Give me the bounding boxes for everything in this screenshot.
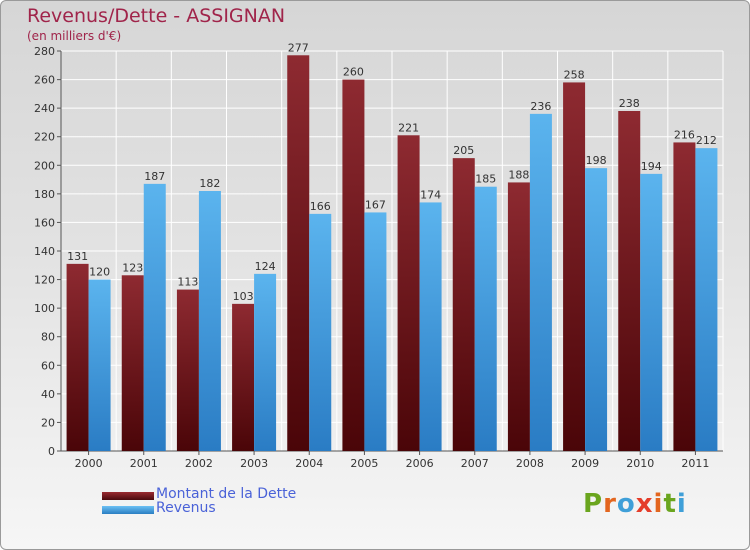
y-tick-label: 120 — [34, 274, 55, 287]
y-tick-label: 200 — [34, 159, 55, 172]
bar-revenue — [529, 113, 552, 451]
bar-debt — [176, 289, 199, 451]
logo-letter: P — [583, 489, 604, 519]
x-tick-label: 2005 — [350, 457, 378, 470]
bar-debt — [563, 82, 586, 451]
logo-letter: o — [616, 489, 636, 519]
y-tick-label: 100 — [34, 302, 55, 315]
legend-swatch-debt — [102, 492, 154, 500]
value-label-debt: 221 — [398, 121, 419, 134]
value-label-debt: 277 — [288, 41, 309, 54]
value-label-debt: 123 — [122, 261, 143, 274]
bar-revenue — [585, 168, 608, 451]
chart-subtitle: (en milliers d'€) — [27, 29, 122, 43]
x-tick-label: 2011 — [681, 457, 709, 470]
value-label-debt: 216 — [674, 128, 695, 141]
logo-letter: x — [635, 489, 654, 519]
bar-debt — [618, 111, 641, 451]
bar-debt — [66, 263, 89, 451]
bar-debt — [121, 275, 144, 451]
legend-label-debt: Montant de la Dette — [156, 486, 297, 502]
bar-debt — [673, 142, 696, 451]
value-label-revenue: 124 — [255, 260, 276, 273]
bar-debt — [342, 79, 365, 452]
y-tick-label: 80 — [41, 331, 55, 344]
y-tick-label: 20 — [41, 416, 55, 429]
value-label-debt: 205 — [453, 144, 474, 157]
value-label-revenue: 182 — [199, 177, 220, 190]
legend-label-revenue: Revenus — [156, 500, 216, 516]
y-tick-label: 60 — [41, 359, 55, 372]
y-tick-label: 40 — [41, 388, 55, 401]
value-label-debt: 113 — [177, 276, 198, 289]
bar-debt — [507, 182, 530, 451]
value-label-revenue: 212 — [696, 134, 717, 147]
x-tick-label: 2010 — [626, 457, 654, 470]
value-label-revenue: 174 — [420, 188, 441, 201]
value-label-debt: 103 — [233, 290, 254, 303]
bar-debt — [287, 55, 310, 452]
value-label-revenue: 187 — [144, 170, 165, 183]
bar-debt — [232, 303, 255, 451]
value-label-revenue: 120 — [89, 266, 110, 279]
value-label-debt: 258 — [564, 68, 585, 81]
x-tick-label: 2009 — [571, 457, 599, 470]
bar-revenue — [640, 173, 663, 451]
y-tick-label: 160 — [34, 216, 55, 229]
legend-swatch-revenue — [102, 506, 154, 514]
bar-revenue — [695, 148, 718, 451]
proxiti-logo: Proxiti — [583, 489, 687, 519]
bar-revenue — [364, 212, 387, 451]
value-label-revenue: 166 — [310, 200, 331, 213]
bar-revenue — [419, 202, 442, 451]
y-tick-label: 240 — [34, 102, 55, 115]
value-label-debt: 238 — [619, 97, 640, 110]
x-tick-label: 2004 — [295, 457, 323, 470]
bar-revenue — [254, 273, 277, 451]
bar-revenue — [474, 186, 497, 451]
y-tick-label: 220 — [34, 131, 55, 144]
value-label-debt: 260 — [343, 66, 364, 79]
bar-revenue — [143, 183, 166, 451]
x-tick-label: 2001 — [130, 457, 158, 470]
bar-debt — [452, 158, 475, 451]
y-tick-label: 180 — [34, 188, 55, 201]
value-label-debt: 188 — [508, 168, 529, 181]
logo-letter: i — [676, 489, 687, 519]
y-tick-label: 140 — [34, 245, 55, 258]
value-label-revenue: 185 — [475, 173, 496, 186]
x-tick-label: 2000 — [75, 457, 103, 470]
bar-revenue — [88, 279, 111, 451]
bar-revenue — [309, 213, 332, 451]
x-tick-label: 2003 — [240, 457, 268, 470]
x-tick-label: 2002 — [185, 457, 213, 470]
x-tick-label: 2006 — [406, 457, 434, 470]
y-tick-label: 280 — [34, 45, 55, 58]
logo-letter: i — [653, 489, 664, 519]
chart-title: Revenus/Dette - ASSIGNAN — [27, 5, 286, 27]
y-tick-label: 0 — [48, 445, 55, 458]
x-tick-label: 2007 — [461, 457, 489, 470]
value-label-revenue: 194 — [641, 160, 662, 173]
bar-revenue — [198, 191, 221, 451]
y-tick-label: 260 — [34, 74, 55, 87]
value-label-revenue: 198 — [586, 154, 607, 167]
logo-letter: t — [663, 489, 677, 519]
bar-debt — [397, 135, 420, 452]
logo-letter: r — [603, 489, 617, 519]
x-tick-label: 2008 — [516, 457, 544, 470]
value-label-revenue: 167 — [365, 198, 386, 211]
value-label-revenue: 236 — [530, 100, 551, 113]
value-label-debt: 131 — [67, 250, 88, 263]
